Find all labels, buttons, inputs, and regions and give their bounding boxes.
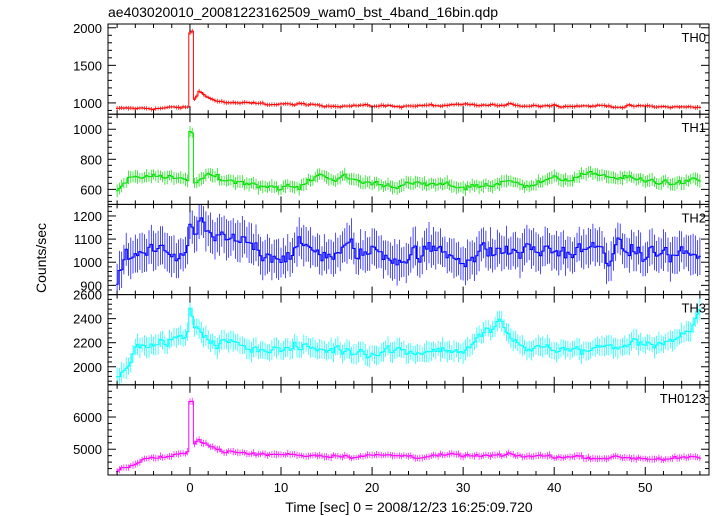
panel-label: TH1 — [681, 120, 706, 135]
series-th0 — [116, 28, 701, 112]
series-line — [116, 217, 701, 285]
panel-label: TH2 — [681, 210, 706, 225]
panel-frame — [107, 113, 710, 205]
y-tick-label: 2600 — [73, 288, 102, 303]
y-axis-label: Counts/sec — [33, 223, 49, 293]
panel-label: TH0123 — [660, 391, 706, 406]
series-line — [116, 307, 701, 378]
series-line — [116, 131, 701, 192]
panel-label: TH3 — [681, 301, 706, 316]
panel-th2: 900 1000 1100 1200 TH2 — [73, 203, 710, 296]
series-line — [116, 400, 701, 473]
panel-frame — [107, 294, 710, 386]
panel-frame — [107, 23, 710, 115]
error-bars — [116, 126, 701, 198]
y-tick-label: 900 — [80, 278, 102, 293]
x-tick-label: 10 — [274, 480, 288, 495]
x-tick-label: 40 — [547, 480, 561, 495]
chart-title: ae403020010_20081223162509_wam0_bst_4ban… — [108, 4, 498, 20]
y-tick-label: 600 — [80, 182, 102, 197]
x-tick-label: 30 — [456, 480, 470, 495]
y-tick-label: 1000 — [73, 96, 102, 111]
panel-th0: 1000 1500 2000 TH0 — [73, 21, 710, 115]
y-tick-label: 2200 — [73, 336, 102, 351]
y-tick-label: 2000 — [73, 360, 102, 375]
panel-frame — [107, 384, 710, 476]
y-tick-label: 2000 — [73, 21, 102, 36]
y-tick-label: 1000 — [73, 255, 102, 270]
x-tick-label: 50 — [638, 480, 652, 495]
y-tick-label: 6000 — [73, 410, 102, 425]
y-tick-label: 800 — [80, 152, 102, 167]
series-line — [116, 30, 701, 111]
panel-label: TH0 — [681, 30, 706, 45]
panel-th0123: 5000 6000 TH0123 — [73, 384, 710, 476]
y-tick-label: 1000 — [73, 122, 102, 137]
series-th0123 — [116, 397, 701, 475]
series-th3 — [116, 298, 701, 385]
y-tick-label: 5000 — [73, 442, 102, 457]
error-bars — [116, 298, 701, 385]
y-tick-label: 2400 — [73, 312, 102, 327]
x-axis-label: Time [sec] 0 = 2008/12/23 16:25:09.720 — [285, 499, 533, 515]
series-th1 — [116, 126, 701, 198]
panel-th3: 2000 2200 2400 2600 TH3 — [73, 288, 710, 386]
y-tick-label: 1100 — [74, 232, 102, 247]
y-tick-label: 1500 — [73, 58, 102, 73]
x-tick-label: 20 — [365, 480, 379, 495]
x-tick-label: 0 — [186, 480, 193, 495]
panels: 1000 1500 2000 TH0 600 800 1000 TH1 900 1000 1100 1… — [73, 21, 710, 495]
error-bars — [116, 28, 701, 112]
error-bars — [116, 204, 701, 295]
y-tick-label: 1200 — [73, 209, 102, 224]
panel-th1: 600 800 1000 TH1 — [73, 113, 710, 205]
series-th2 — [116, 204, 701, 295]
error-bars — [116, 397, 701, 475]
